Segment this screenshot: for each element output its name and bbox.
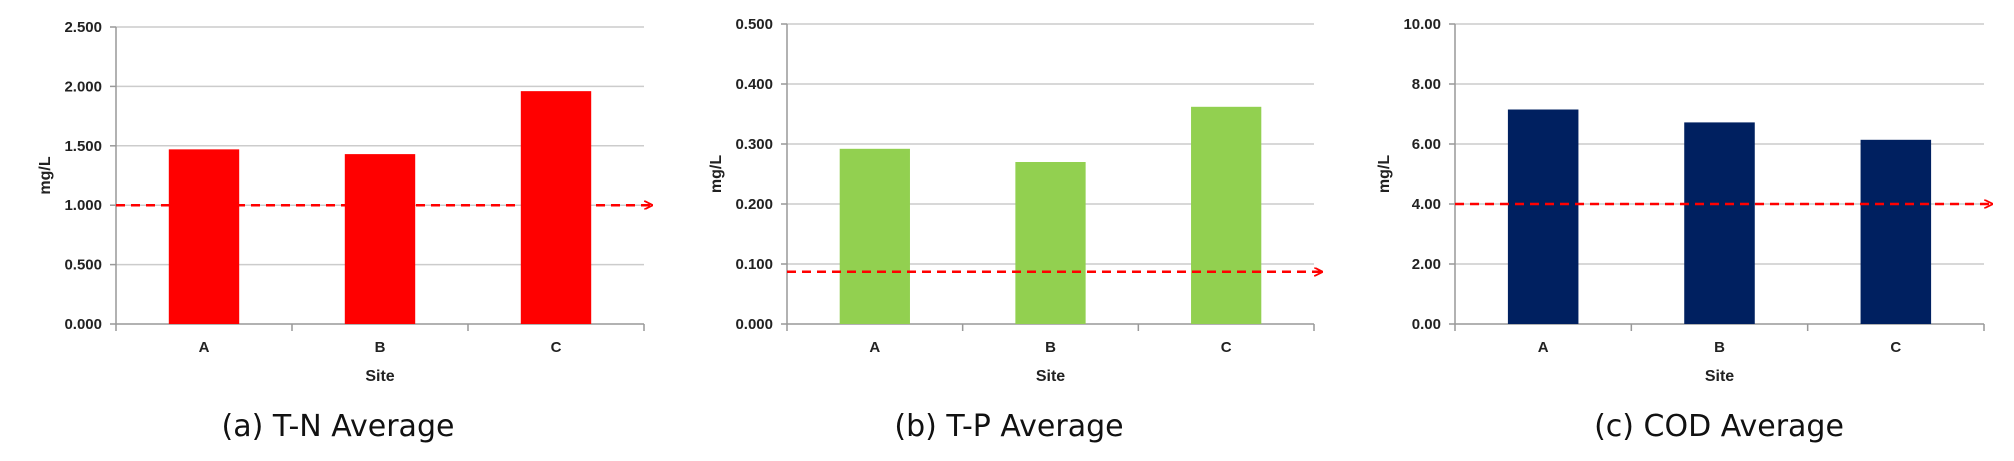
x-axis-label: Site bbox=[1036, 368, 1065, 385]
y-tick-label: 0.00 bbox=[1412, 316, 1441, 333]
y-tick-label: 10.00 bbox=[1403, 16, 1441, 33]
x-tick-label: B bbox=[1045, 339, 1056, 356]
chart-caption: (a) T-N Average bbox=[222, 409, 455, 444]
y-tick-label: 2.00 bbox=[1412, 256, 1441, 273]
chart-caption: (c) COD Average bbox=[1594, 409, 1844, 444]
x-axis-label: Site bbox=[365, 368, 394, 385]
bar-c bbox=[520, 91, 592, 324]
y-tick-label: 0.100 bbox=[735, 256, 773, 273]
y-tick-label: 0.300 bbox=[735, 136, 773, 153]
y-tick-label: 1.000 bbox=[64, 197, 102, 214]
x-tick-label: C bbox=[1221, 339, 1232, 356]
x-tick-label: C bbox=[1890, 339, 1901, 356]
bar-b bbox=[1684, 122, 1755, 325]
y-tick-label: 2.000 bbox=[64, 78, 102, 95]
x-tick-label: B bbox=[1714, 339, 1725, 356]
bar-c bbox=[1191, 106, 1262, 324]
chart-2: 0.000 0.100 0.200 0.300 0.400 0.500 A B C Site mg/… bbox=[708, 16, 1322, 444]
bar-b bbox=[344, 154, 416, 324]
bar-a bbox=[1507, 109, 1579, 324]
y-tick-label: 0.400 bbox=[735, 76, 773, 93]
chart-caption: (b) T-P Average bbox=[894, 409, 1123, 444]
x-tick-label: A bbox=[1538, 339, 1549, 356]
y-axis-label: mg/L bbox=[37, 156, 54, 194]
y-tick-label: 1.500 bbox=[64, 138, 102, 155]
y-tick-label: 4.00 bbox=[1412, 196, 1441, 213]
bar-a bbox=[839, 148, 910, 324]
y-axis-label: mg/L bbox=[708, 155, 725, 193]
y-tick-label: 0.500 bbox=[64, 257, 102, 274]
chart-3: 0.00 2.00 4.00 6.00 8.00 10.00 A B C Site mg/L (c) … bbox=[1376, 16, 1992, 444]
chart-1: 0.000 0.500 1.000 1.500 2.000 2.500 A B C Site mg/… bbox=[37, 19, 652, 444]
y-tick-label: 0.200 bbox=[735, 196, 773, 213]
y-tick-label: 8.00 bbox=[1412, 76, 1441, 93]
bar-b bbox=[1015, 162, 1086, 324]
x-axis-label: Site bbox=[1705, 368, 1734, 385]
y-axis-label: mg/L bbox=[1376, 155, 1393, 193]
x-tick-label: A bbox=[869, 339, 880, 356]
x-tick-label: C bbox=[551, 339, 562, 356]
y-tick-label: 0.000 bbox=[64, 316, 102, 333]
y-tick-label: 0.000 bbox=[735, 316, 773, 333]
y-tick-label: 0.500 bbox=[735, 16, 773, 33]
y-tick-label: 6.00 bbox=[1412, 136, 1441, 153]
y-tick-label: 2.500 bbox=[64, 19, 102, 36]
bar-c bbox=[1860, 139, 1932, 324]
x-tick-label: A bbox=[199, 339, 210, 356]
bar-a bbox=[168, 149, 240, 324]
x-tick-label: B bbox=[375, 339, 386, 356]
